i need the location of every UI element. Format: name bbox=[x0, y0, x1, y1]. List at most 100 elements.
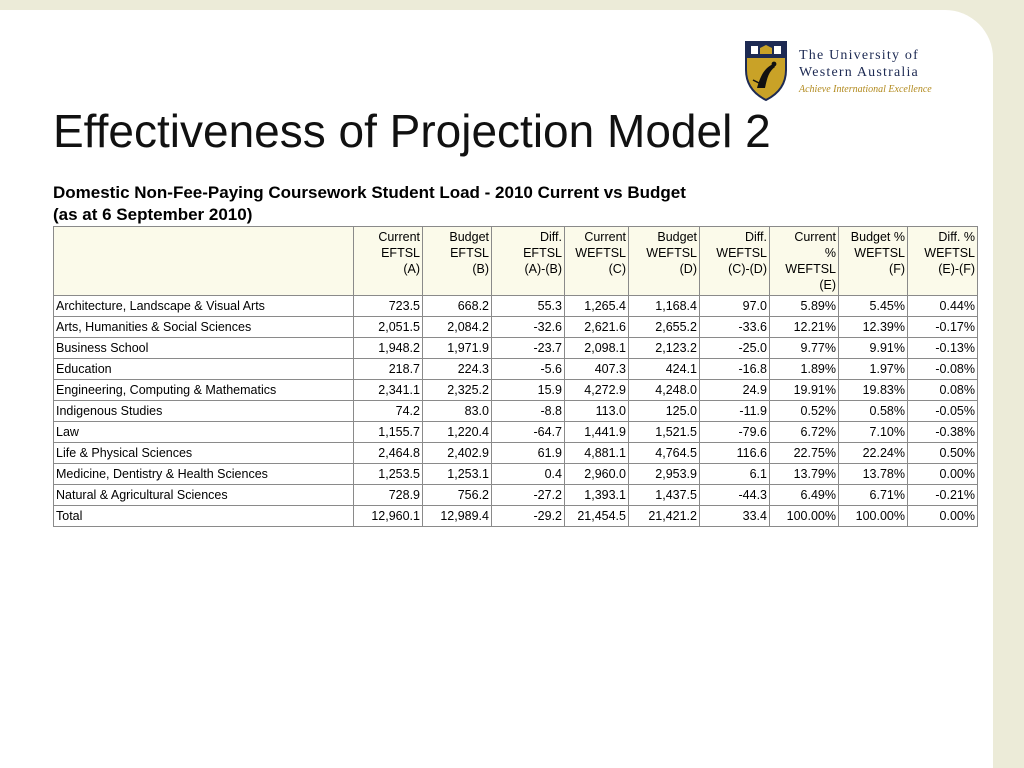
value-cell: 5.89% bbox=[769, 295, 839, 317]
table-row: Total 12,960.1 12,989.4 -29.2 21,454.5 21,421… bbox=[53, 505, 978, 527]
value-cell: 19.91% bbox=[769, 379, 839, 401]
value-cell: 1,155.7 bbox=[353, 421, 423, 443]
faculty-name-cell: Business School bbox=[53, 337, 354, 359]
table-header-row: Current EFTSL (A) Budget EFTSL (B) Diff.… bbox=[53, 226, 978, 296]
value-cell: 1.89% bbox=[769, 358, 839, 380]
value-cell: -64.7 bbox=[491, 421, 565, 443]
value-cell: -79.6 bbox=[699, 421, 770, 443]
faculty-name-cell: Education bbox=[53, 358, 354, 380]
table-row: Law 1,155.7 1,220.4 -64.7 1,441.9 1,521.5 -79.… bbox=[53, 421, 978, 443]
value-cell: 74.2 bbox=[353, 400, 423, 422]
value-cell: 100.00% bbox=[838, 505, 908, 527]
value-cell: 4,764.5 bbox=[628, 442, 700, 464]
value-cell: 1,220.4 bbox=[422, 421, 492, 443]
value-cell: 0.50% bbox=[907, 442, 978, 464]
value-cell: 1,253.5 bbox=[353, 463, 423, 485]
value-cell: 113.0 bbox=[564, 400, 629, 422]
faculty-name-cell: Indigenous Studies bbox=[53, 400, 354, 422]
value-cell: 1,265.4 bbox=[564, 295, 629, 317]
faculty-name-cell: Natural & Agricultural Sciences bbox=[53, 484, 354, 506]
value-cell: 2,402.9 bbox=[422, 442, 492, 464]
table-heading-line2: (as at 6 September 2010) bbox=[53, 205, 253, 224]
value-cell: 4,272.9 bbox=[564, 379, 629, 401]
value-cell: 9.91% bbox=[838, 337, 908, 359]
value-cell: -0.08% bbox=[907, 358, 978, 380]
value-cell: 97.0 bbox=[699, 295, 770, 317]
value-cell: 13.79% bbox=[769, 463, 839, 485]
value-cell: -5.6 bbox=[491, 358, 565, 380]
value-cell: 0.4 bbox=[491, 463, 565, 485]
value-cell: -16.8 bbox=[699, 358, 770, 380]
table-heading-line1: Domestic Non-Fee-Paying Coursework Stude… bbox=[53, 183, 686, 202]
value-cell: 2,098.1 bbox=[564, 337, 629, 359]
value-cell: 4,881.1 bbox=[564, 442, 629, 464]
value-cell: 1,253.1 bbox=[422, 463, 492, 485]
value-cell: 0.00% bbox=[907, 463, 978, 485]
value-cell: -11.9 bbox=[699, 400, 770, 422]
value-cell: 2,341.1 bbox=[353, 379, 423, 401]
logo-name-line2: Western Australia bbox=[799, 65, 919, 80]
header-cell: Budget % WEFTSL (F) bbox=[838, 226, 908, 296]
value-cell: 22.24% bbox=[838, 442, 908, 464]
value-cell: 0.58% bbox=[838, 400, 908, 422]
faculty-name-cell: Medicine, Dentistry & Health Sciences bbox=[53, 463, 354, 485]
header-cell: Budget WEFTSL (D) bbox=[628, 226, 700, 296]
value-cell: 756.2 bbox=[422, 484, 492, 506]
value-cell: -8.8 bbox=[491, 400, 565, 422]
value-cell: 12.39% bbox=[838, 316, 908, 338]
table-row: Natural & Agricultural Sciences 728.9 756.… bbox=[53, 484, 978, 506]
value-cell: 668.2 bbox=[422, 295, 492, 317]
table-row: Arts, Humanities & Social Sciences 2,051.… bbox=[53, 316, 978, 338]
value-cell: -0.38% bbox=[907, 421, 978, 443]
logo-tagline: Achieve International Excellence bbox=[799, 84, 932, 95]
value-cell: -0.05% bbox=[907, 400, 978, 422]
table-row: Business School 1,948.2 1,971.9 -23.7 2,098.… bbox=[53, 337, 978, 359]
value-cell: 0.00% bbox=[907, 505, 978, 527]
value-cell: -25.0 bbox=[699, 337, 770, 359]
value-cell: 728.9 bbox=[353, 484, 423, 506]
value-cell: 83.0 bbox=[422, 400, 492, 422]
value-cell: 12,960.1 bbox=[353, 505, 423, 527]
value-cell: 12,989.4 bbox=[422, 505, 492, 527]
value-cell: 424.1 bbox=[628, 358, 700, 380]
value-cell: 6.72% bbox=[769, 421, 839, 443]
value-cell: 0.52% bbox=[769, 400, 839, 422]
table-row: Indigenous Studies 74.2 83.0 -8.8 113.0 125.0… bbox=[53, 400, 978, 422]
faculty-name-cell: Engineering, Computing & Mathematics bbox=[53, 379, 354, 401]
value-cell: 218.7 bbox=[353, 358, 423, 380]
value-cell: 15.9 bbox=[491, 379, 565, 401]
value-cell: 6.71% bbox=[838, 484, 908, 506]
value-cell: 1.97% bbox=[838, 358, 908, 380]
value-cell: 9.77% bbox=[769, 337, 839, 359]
value-cell: 723.5 bbox=[353, 295, 423, 317]
value-cell: 4,248.0 bbox=[628, 379, 700, 401]
faculty-name-cell: Total bbox=[53, 505, 354, 527]
header-cell: Current EFTSL (A) bbox=[353, 226, 423, 296]
table-row: Education 218.7 224.3 -5.6 407.3 424.1 -16.8 1.… bbox=[53, 358, 978, 380]
value-cell: -27.2 bbox=[491, 484, 565, 506]
logo-name-line1: The University of bbox=[799, 48, 919, 63]
value-cell: 125.0 bbox=[628, 400, 700, 422]
value-cell: 1,948.2 bbox=[353, 337, 423, 359]
value-cell: 6.1 bbox=[699, 463, 770, 485]
faculty-name-cell: Law bbox=[53, 421, 354, 443]
value-cell: 0.44% bbox=[907, 295, 978, 317]
value-cell: 1,521.5 bbox=[628, 421, 700, 443]
header-cell-faculty bbox=[53, 226, 354, 296]
value-cell: 116.6 bbox=[699, 442, 770, 464]
value-cell: 6.49% bbox=[769, 484, 839, 506]
table-row: Life & Physical Sciences 2,464.8 2,402.9 61… bbox=[53, 442, 978, 464]
value-cell: 0.08% bbox=[907, 379, 978, 401]
header-cell: Diff. % WEFTSL (E)-(F) bbox=[907, 226, 978, 296]
value-cell: -0.17% bbox=[907, 316, 978, 338]
value-cell: 21,421.2 bbox=[628, 505, 700, 527]
table-row: Medicine, Dentistry & Health Sciences 1,2… bbox=[53, 463, 978, 485]
value-cell: 407.3 bbox=[564, 358, 629, 380]
value-cell: 55.3 bbox=[491, 295, 565, 317]
value-cell: -32.6 bbox=[491, 316, 565, 338]
value-cell: -0.13% bbox=[907, 337, 978, 359]
student-load-table: Current EFTSL (A) Budget EFTSL (B) Diff.… bbox=[53, 226, 978, 527]
value-cell: 2,621.6 bbox=[564, 316, 629, 338]
value-cell: 2,084.2 bbox=[422, 316, 492, 338]
value-cell: 33.4 bbox=[699, 505, 770, 527]
